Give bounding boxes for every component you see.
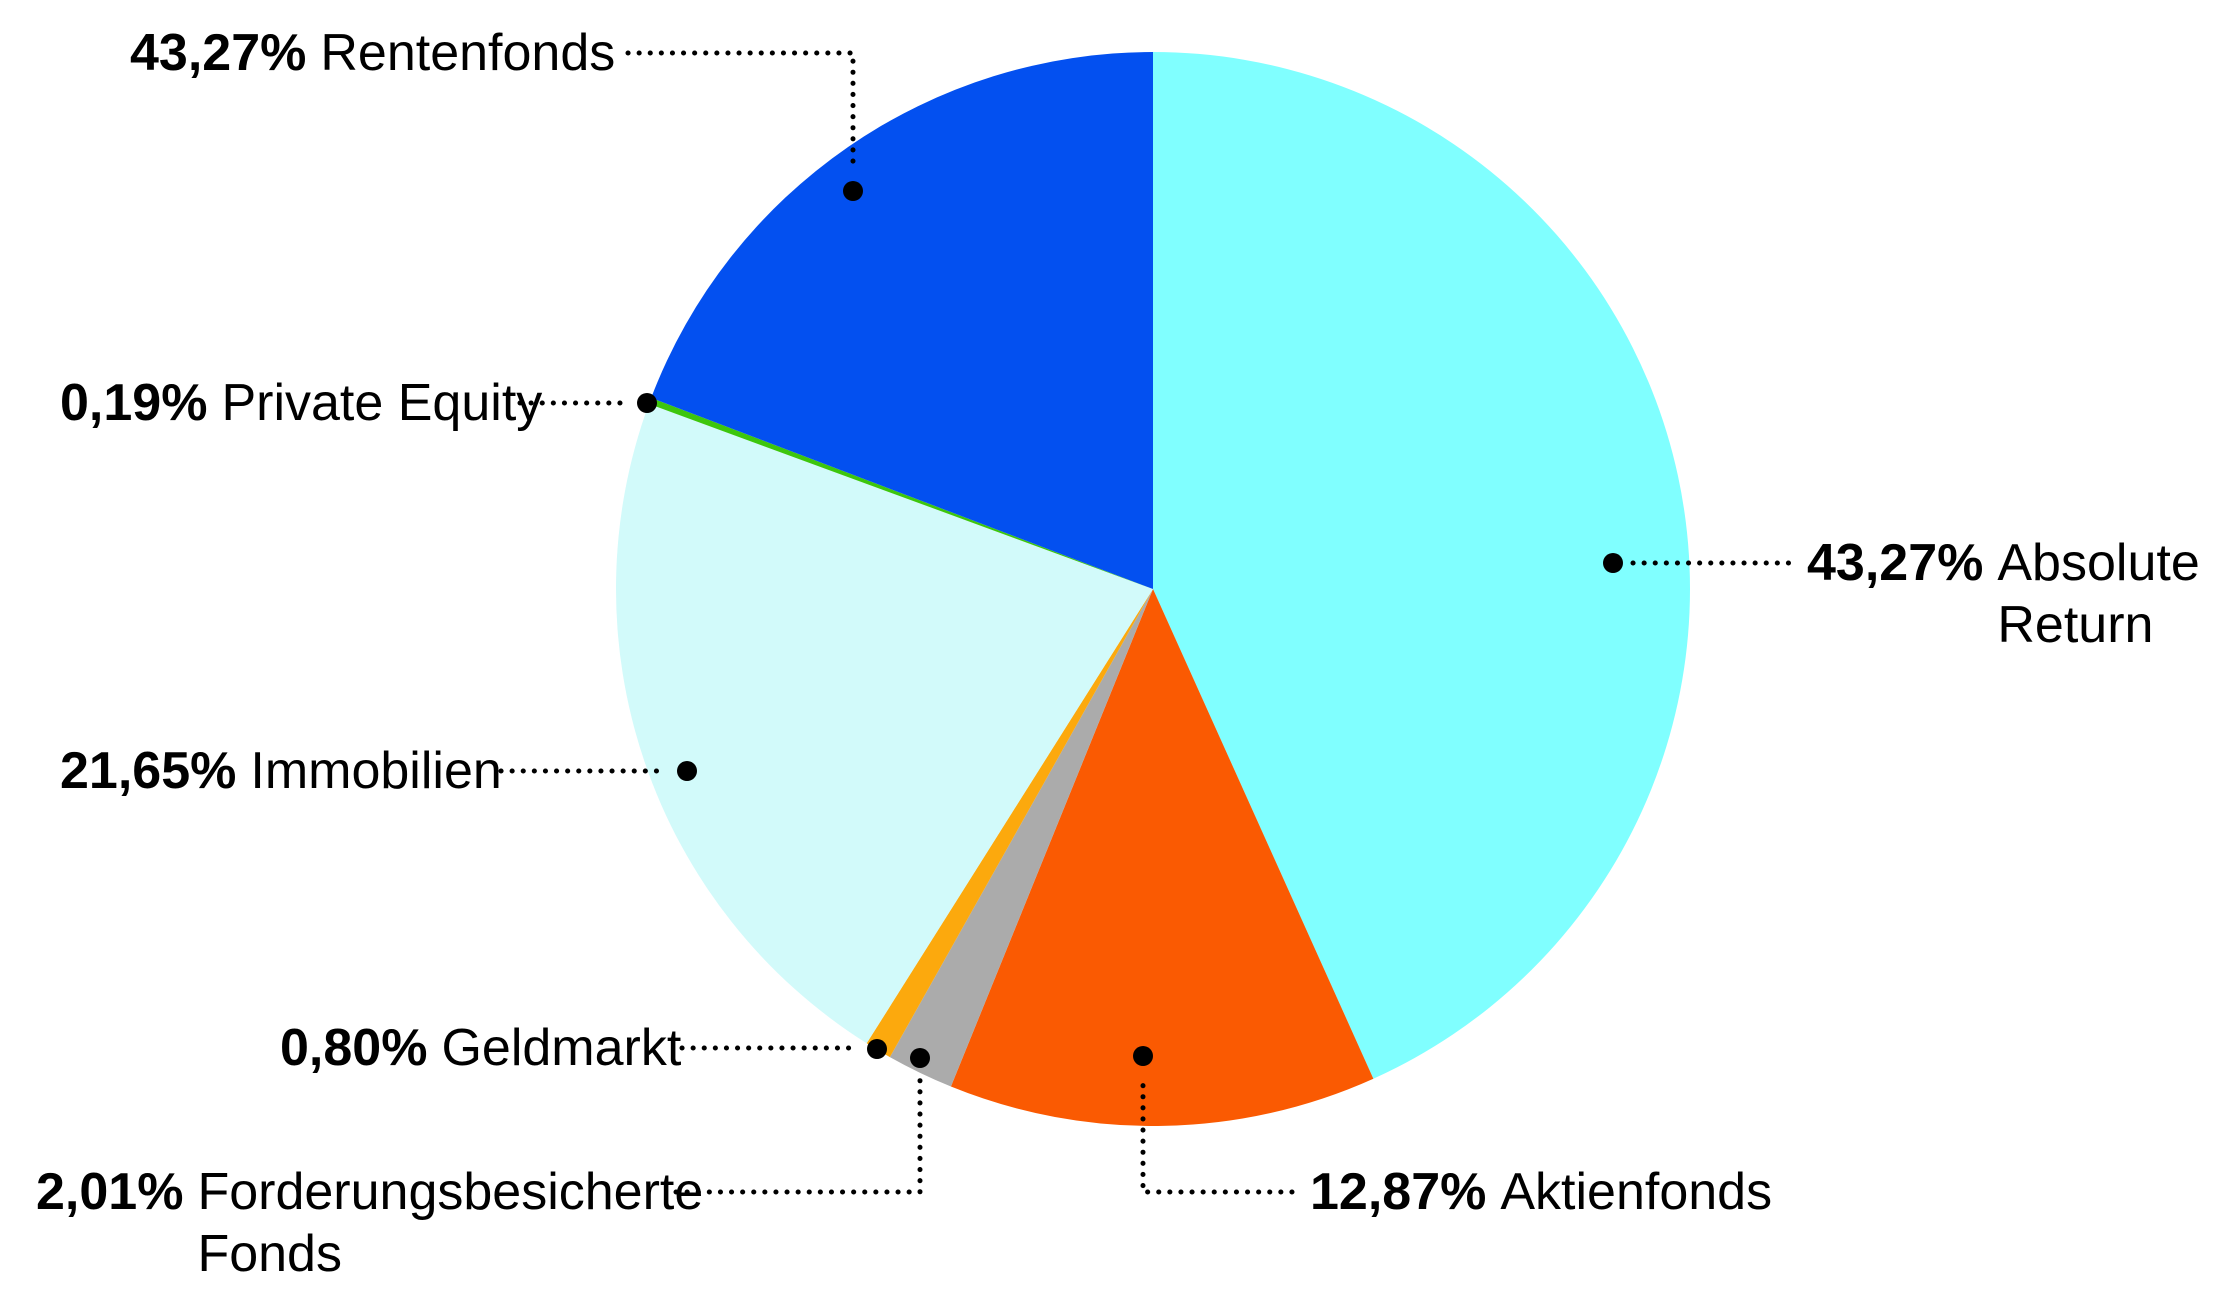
pie-slices: [616, 51, 1690, 1126]
label-geldmarkt-name: Geldmarkt: [441, 1019, 682, 1077]
marker-dot-forderungsbesicherte-fonds: [910, 1048, 930, 1068]
label-forderungsbesicherte-fonds: 2,01% Forderungsbesicherte Fonds: [36, 1161, 703, 1285]
label-geldmarkt-percent: 0,80%: [280, 1019, 428, 1077]
marker-dot-geldmarkt: [867, 1039, 887, 1059]
label-rentenfonds-name: Rentenfonds: [320, 24, 616, 82]
pie-slice-geldmarkt: [866, 589, 1153, 1058]
pie-slice-rentenfonds: [651, 51, 1153, 589]
label-private-equity-name: Private Equity: [221, 374, 543, 432]
marker-dot-immobilien: [677, 761, 697, 781]
label-rentenfonds-percent: 43,27%: [130, 24, 307, 82]
label-aktienfonds: 12,87% Aktienfonds: [1310, 1161, 1772, 1223]
marker-dot-private-equity: [637, 393, 657, 413]
leader-rentenfonds: [625, 50, 856, 173]
leader-lines: [498, 50, 1795, 1195]
pie-slice-immobilien: [616, 403, 1153, 1044]
label-forderungsbesicherte-fonds-percent: 2,01%: [36, 1163, 184, 1221]
label-absolute-return-percent: 43,27%: [1807, 534, 1984, 592]
label-absolute-return: 43,27% Absolute Return: [1807, 532, 2200, 656]
label-forderungsbesicherte-fonds-name: Forderungsbesicherte Fonds: [197, 1163, 704, 1283]
pie-slice-private-equity: [648, 397, 1153, 589]
pie-slice-absolute-return: [1153, 52, 1690, 1079]
label-private-equity-percent: 0,19%: [60, 374, 208, 432]
pie-slice-aktienfonds: [950, 589, 1374, 1126]
label-rentenfonds: 43,27% Rentenfonds: [130, 22, 615, 84]
label-aktienfonds-name: Aktienfonds: [1500, 1163, 1773, 1221]
label-private-equity: 0,19% Private Equity: [60, 372, 542, 434]
marker-dot-rentenfonds: [843, 181, 863, 201]
label-immobilien: 21,65% Immobilien: [60, 740, 502, 802]
leader-forderungsbesicherte-fonds: [673, 1077, 923, 1195]
label-aktienfonds-percent: 12,87%: [1310, 1163, 1487, 1221]
label-immobilien-name: Immobilien: [250, 742, 502, 800]
label-immobilien-percent: 21,65%: [60, 742, 237, 800]
pie-slice-forderungsbesicherte-fonds: [889, 589, 1153, 1087]
marker-dot-absolute-return: [1603, 553, 1623, 573]
label-geldmarkt: 0,80% Geldmarkt: [280, 1017, 681, 1079]
label-absolute-return-name: Absolute Return: [1997, 534, 2200, 654]
marker-dot-aktienfonds: [1133, 1046, 1153, 1066]
